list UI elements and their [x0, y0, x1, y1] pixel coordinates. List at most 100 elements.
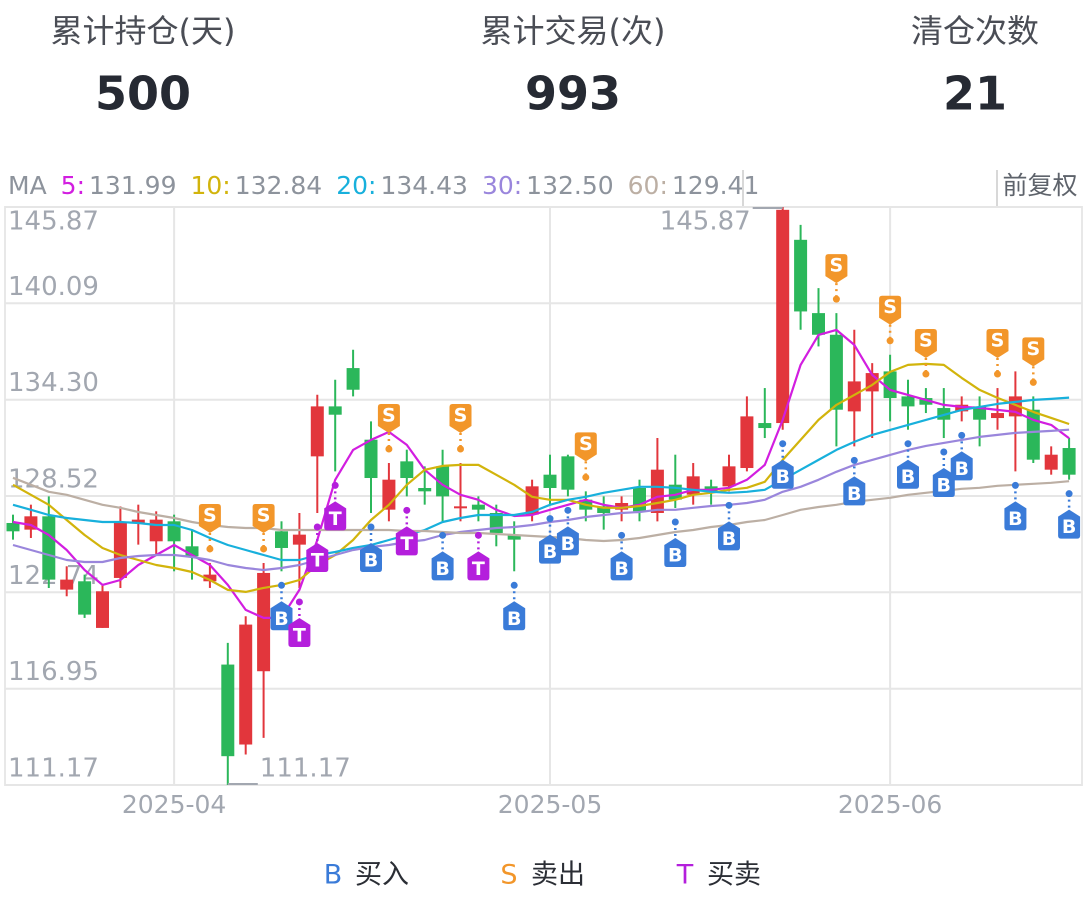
- candle-body: [203, 574, 217, 582]
- signal-tag: [377, 404, 400, 434]
- legend-name: 30:: [482, 171, 522, 200]
- signal-tag: [503, 601, 526, 631]
- candle-body: [955, 404, 969, 412]
- legend-value: 129.41: [672, 171, 759, 200]
- x-tick-label: 2025-06: [838, 790, 942, 819]
- stat-value: 21: [943, 67, 1007, 121]
- candle-body: [257, 572, 271, 672]
- adjust-button[interactable]: 前复权: [1002, 171, 1077, 200]
- signal-dot: [295, 598, 303, 606]
- legend-name: 60:: [628, 171, 668, 200]
- candle-body: [221, 664, 235, 757]
- signal-dot: [385, 445, 393, 453]
- signal-dot: [546, 515, 554, 523]
- signal-label: B: [507, 608, 521, 630]
- signal-label: B: [1062, 516, 1076, 538]
- y-tick-label: 111.17: [8, 754, 99, 784]
- signal-label: S: [830, 255, 844, 277]
- signal-dot: [994, 370, 1001, 378]
- signal-label: S: [991, 330, 1005, 352]
- y-tick-label: 116.95: [8, 657, 99, 687]
- signal-tag: [270, 601, 293, 631]
- signal-tag: [843, 476, 866, 506]
- signal-tag: [306, 542, 329, 572]
- signal-dot: [403, 506, 411, 514]
- legend-label: 买卖: [707, 860, 761, 891]
- signal-tag: [1004, 501, 1027, 531]
- candle-body: [794, 239, 808, 312]
- signal-dot: [1029, 378, 1037, 386]
- signal-dot: [832, 295, 840, 303]
- signal-dot: [904, 440, 912, 448]
- legend-value: 131.99: [89, 171, 176, 200]
- legend-name: 10:: [191, 171, 231, 200]
- signal-dot: [439, 531, 447, 539]
- signal-dot: [922, 370, 930, 378]
- candle-body: [901, 396, 915, 407]
- candle-body: [149, 519, 163, 542]
- candle-body: [597, 506, 611, 513]
- ma-label: MA: [8, 171, 47, 200]
- signal-label: B: [435, 558, 449, 580]
- signal-tag: [825, 254, 848, 284]
- signal-label: B: [954, 458, 968, 480]
- signal-dot: [671, 518, 679, 526]
- signal-tag: [395, 526, 418, 556]
- signal-dot: [850, 456, 858, 464]
- signal-tag: [610, 551, 633, 581]
- legend-value: 134.43: [380, 171, 467, 200]
- candle-body: [185, 546, 199, 557]
- candle-body: [418, 488, 432, 492]
- signal-label: B: [668, 544, 682, 566]
- candle-body: [400, 461, 414, 479]
- signal-dot: [1011, 481, 1019, 489]
- candle-body: [292, 534, 306, 545]
- signal-legend: B 买入 S 卖出 T 买卖: [324, 860, 761, 891]
- signal-dot: [582, 473, 590, 481]
- signal-dot: [206, 545, 214, 553]
- candle-body: [829, 334, 843, 410]
- y-tick-label: 145.87: [8, 207, 99, 237]
- signal-dot: [940, 448, 948, 456]
- signal-label: T: [472, 558, 485, 580]
- legend-label: 卖出: [531, 860, 585, 891]
- ma-legend: MA 5: 131.99 10: 132.84 20: 134.43 30: 132.50 60:…: [8, 171, 759, 200]
- candle-body: [847, 381, 861, 412]
- candle-body: [454, 506, 467, 509]
- ma-line: [12, 428, 1070, 572]
- candle-body: [615, 502, 629, 510]
- candle-body: [1062, 448, 1076, 475]
- candle-body: [310, 406, 324, 457]
- signal-label: T: [400, 533, 413, 555]
- candle-body: [328, 406, 342, 415]
- signal-tag: [360, 542, 382, 572]
- legend-symbol: B: [324, 860, 343, 891]
- candle-body: [346, 368, 360, 390]
- signal-dot: [886, 337, 894, 345]
- signal-label: B: [847, 483, 861, 505]
- signal-label: S: [382, 405, 396, 427]
- candle-body: [1026, 409, 1040, 460]
- signal-label: S: [203, 504, 217, 526]
- signal-label: B: [543, 541, 557, 563]
- legend-symbol: S: [500, 860, 517, 891]
- ma-line: [12, 476, 1070, 543]
- ma-line: [12, 396, 1070, 562]
- signal-tag: [914, 329, 937, 359]
- signal-tag: [467, 551, 490, 581]
- signal-dot: [1065, 490, 1073, 498]
- signal-tag: [324, 501, 347, 531]
- candle-body: [42, 516, 56, 580]
- signal-label: B: [901, 466, 915, 488]
- signal-tag: [771, 459, 794, 489]
- signal-tag: [449, 404, 472, 434]
- signal-dot: [331, 481, 339, 489]
- signal-label: B: [775, 466, 789, 488]
- candle-body: [991, 413, 1004, 419]
- signal-tag: [950, 451, 973, 481]
- legend-name: 5:: [61, 171, 85, 200]
- signal-tag: [431, 551, 454, 581]
